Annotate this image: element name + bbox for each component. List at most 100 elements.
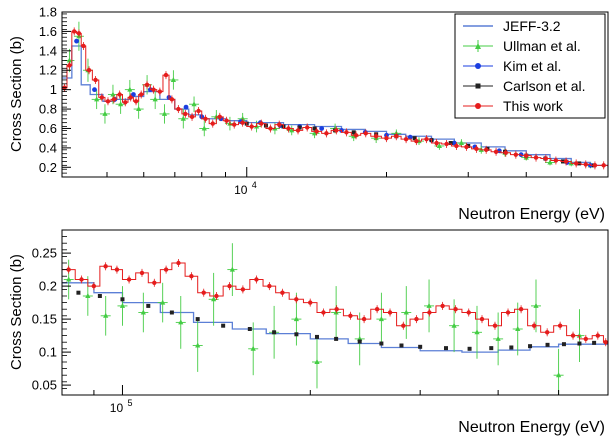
x-tick-label: 10 <box>110 401 124 415</box>
series-ullman-et-al <box>63 243 585 395</box>
data-point <box>74 38 79 44</box>
data-point <box>72 29 77 34</box>
data-point <box>505 310 511 315</box>
data-point <box>297 125 302 130</box>
data-point <box>424 136 429 142</box>
y-tick-label: 0.05 <box>32 378 57 393</box>
data-point <box>93 77 98 83</box>
y-tick-label: 1.4 <box>39 43 57 58</box>
data-point <box>176 106 181 112</box>
data-point <box>247 327 252 331</box>
data-point <box>334 128 339 133</box>
y-tick-label: 1 <box>50 82 57 97</box>
top-x-axis-label: Neutron Energy (eV) <box>458 206 605 223</box>
data-point <box>427 310 432 315</box>
data-point <box>363 131 368 136</box>
data-point <box>577 341 582 346</box>
data-point <box>583 162 588 167</box>
data-point <box>117 92 122 97</box>
data-point <box>545 342 550 347</box>
data-point <box>493 149 499 154</box>
data-point <box>479 316 485 322</box>
data-point <box>489 346 494 351</box>
data-point <box>418 344 423 349</box>
data-point <box>67 63 72 68</box>
data-point <box>467 346 472 351</box>
data-point <box>221 323 226 328</box>
y-tick-label: 0.15 <box>32 312 57 327</box>
data-point <box>412 136 417 141</box>
data-point <box>163 267 169 272</box>
data-point <box>138 92 144 97</box>
legend-label-this-work: This work <box>503 98 564 114</box>
data-point <box>394 134 399 139</box>
data-point <box>118 101 124 107</box>
legend-entry-this-work: This work <box>463 98 564 114</box>
data-point <box>210 121 215 126</box>
legend-label-ullman: Ullman et al. <box>503 38 581 54</box>
data-point <box>533 155 539 160</box>
data-point <box>227 283 232 289</box>
data-point <box>76 31 82 36</box>
data-point <box>133 99 139 104</box>
data-point <box>324 131 329 136</box>
data-point <box>440 303 445 309</box>
data-point <box>570 333 576 338</box>
series-carlson-et-al <box>76 290 597 351</box>
series-this-work <box>62 259 608 347</box>
top-plot-frame <box>61 11 609 178</box>
data-point <box>92 87 97 93</box>
data-point <box>81 43 86 49</box>
data-point <box>272 330 277 335</box>
data-point <box>543 156 549 161</box>
data-point <box>353 133 359 138</box>
series-line <box>62 30 608 166</box>
legend-entry-carlson: Carlson et al. <box>463 78 585 94</box>
data-point <box>603 340 608 345</box>
data-point <box>211 296 217 302</box>
y-tick-label: 0.4 <box>39 140 57 155</box>
data-point <box>458 140 465 146</box>
data-point <box>189 114 195 120</box>
data-point <box>97 294 102 298</box>
bottom-plot-frame <box>61 229 609 396</box>
data-point <box>111 97 117 102</box>
data-point <box>305 125 310 130</box>
data-point <box>195 342 201 348</box>
data-point <box>169 310 174 315</box>
data-point <box>492 323 498 328</box>
data-point <box>379 341 384 346</box>
x-tick-label-exponent: 5 <box>127 398 132 408</box>
data-point <box>434 140 439 146</box>
data-point <box>319 126 325 131</box>
data-point <box>114 267 120 272</box>
data-point <box>66 267 71 272</box>
data-point <box>103 312 109 318</box>
data-point <box>161 110 168 116</box>
data-point <box>229 266 235 272</box>
data-point <box>169 97 175 102</box>
data-point <box>103 264 108 269</box>
data-point <box>312 126 317 131</box>
legend-entry-ullman: Ullman et al. <box>463 38 581 54</box>
data-point <box>333 309 339 315</box>
data-point <box>399 343 404 348</box>
x-tick-label: 10 <box>234 183 248 197</box>
bottom-panel-series <box>62 243 608 395</box>
data-point <box>120 297 125 302</box>
data-point <box>464 144 469 150</box>
data-point <box>443 346 448 351</box>
data-point <box>308 300 313 305</box>
data-point <box>286 126 291 131</box>
data-point <box>351 130 356 135</box>
data-point <box>451 322 457 328</box>
data-point <box>557 323 563 328</box>
data-point <box>79 277 84 282</box>
data-point <box>373 134 379 139</box>
data-point <box>254 277 259 282</box>
data-point <box>595 333 601 338</box>
data-point <box>466 310 471 315</box>
data-point <box>495 335 501 341</box>
legend-entry-jeff: JEFF-3.2 <box>463 18 561 34</box>
data-point <box>128 95 133 100</box>
